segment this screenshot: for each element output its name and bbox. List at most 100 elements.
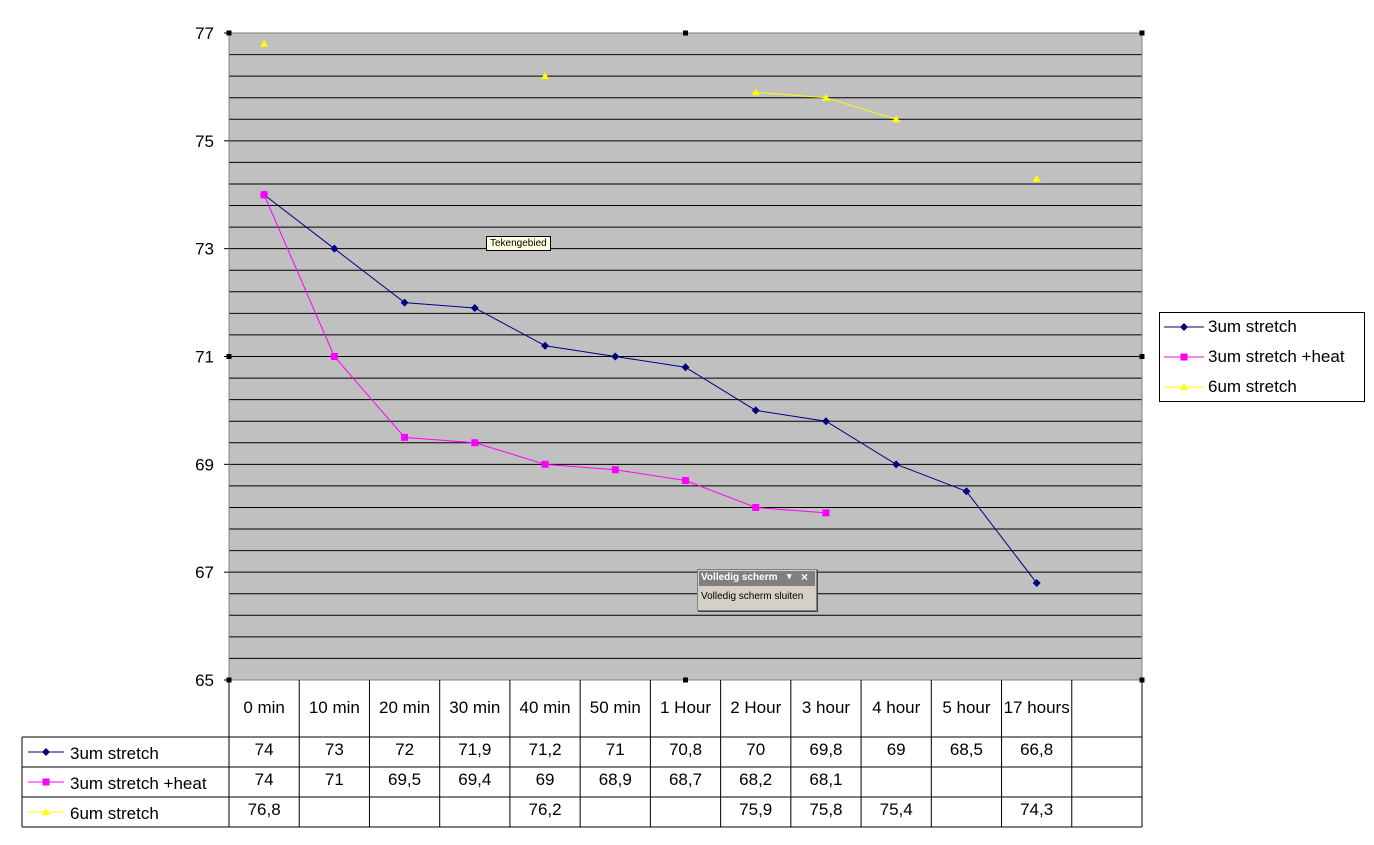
legend[interactable]: 3um stretch 3um stretch +heat 6um stretc… — [1159, 312, 1365, 402]
table-cell-value: 71,9 — [458, 740, 491, 759]
series-segment — [615, 356, 686, 368]
table-key-marker — [42, 778, 50, 786]
data-point — [892, 460, 901, 469]
series-3um-stretch — [260, 190, 1041, 587]
series-segment — [685, 366, 756, 411]
data-point — [400, 298, 409, 307]
table-cell-value: 69,4 — [458, 770, 491, 789]
table-cell-value: 69 — [536, 770, 555, 789]
data-point — [541, 341, 550, 350]
series-segment — [755, 409, 827, 422]
series-segment — [333, 356, 405, 438]
table-key-marker — [42, 748, 50, 756]
series-segment — [615, 469, 686, 482]
series-segment — [545, 463, 616, 471]
series-3um-stretch-heat — [260, 191, 830, 517]
selection-handle — [683, 30, 688, 36]
series-group — [260, 39, 1041, 587]
data-point — [821, 93, 830, 101]
x-category-label: 10 min — [309, 698, 360, 717]
data-point — [330, 244, 339, 253]
close-icon[interactable]: × — [801, 570, 809, 584]
table-cell-value: 68,9 — [599, 770, 632, 789]
table-cell-value: 76,2 — [528, 800, 561, 819]
table-legend-key — [28, 778, 64, 786]
table-key-marker — [42, 808, 50, 815]
data-point — [470, 303, 479, 312]
square-marker-icon — [1164, 353, 1204, 361]
chevron-down-icon[interactable]: ▾ — [787, 571, 792, 581]
data-point — [822, 509, 830, 517]
table-legend-key — [28, 748, 64, 756]
table-cell-value: 74 — [255, 740, 274, 759]
selection-handle — [1139, 354, 1145, 359]
y-tick-label: 71 — [195, 348, 214, 367]
fullscreen-toolbar[interactable]: Volledig scherm ▾ × Volledig scherm slui… — [697, 569, 817, 611]
series-segment — [263, 194, 335, 250]
table-cell-value: 74,3 — [1020, 800, 1053, 819]
legend-item-6um-stretch[interactable]: 6um stretch — [1160, 373, 1364, 401]
series-segment — [896, 463, 967, 492]
table-cell-value: 73 — [325, 740, 344, 759]
table-series-name: 6um stretch — [70, 804, 159, 823]
series-segment — [334, 248, 405, 303]
x-category-label: 30 min — [449, 698, 500, 717]
y-tick-label: 65 — [195, 671, 214, 690]
x-category-label: 17 hours — [1004, 698, 1070, 717]
x-category-label: 5 hour — [942, 698, 991, 717]
close-fullscreen-button[interactable]: Volledig scherm sluiten — [701, 591, 804, 602]
x-category-label: 3 hour — [802, 698, 851, 717]
table-cell-value: 76,8 — [248, 800, 281, 819]
data-point — [401, 433, 409, 441]
legend-label: 3um stretch — [1208, 317, 1297, 336]
triangle-marker-icon — [1164, 383, 1204, 390]
data-point — [752, 503, 760, 511]
y-tick-label: 67 — [195, 563, 214, 582]
series-segment — [404, 436, 475, 444]
x-category-label: 2 Hour — [730, 698, 781, 717]
table-cell-value: 69,5 — [388, 770, 421, 789]
data-point — [471, 439, 479, 447]
plot-area-tooltip: Tekengebied — [486, 236, 551, 251]
series-segment — [825, 97, 897, 120]
table-cell-value: 66,8 — [1020, 740, 1053, 759]
series-segment — [966, 490, 1038, 584]
y-tick-label: 77 — [195, 24, 214, 43]
series-segment — [474, 442, 546, 465]
table-cell-value: 69,8 — [809, 740, 842, 759]
legend-item-3um-stretch[interactable]: 3um stretch — [1160, 313, 1364, 341]
x-category-label: 50 min — [590, 698, 641, 717]
data-point — [541, 72, 550, 80]
table-cell-value: 70,8 — [669, 740, 702, 759]
series-segment — [544, 345, 616, 357]
data-point — [821, 417, 830, 426]
table-cell-value: 69 — [887, 740, 906, 759]
series-6um-stretch — [260, 39, 1041, 182]
series-segment — [263, 194, 335, 357]
table-cell-value: 74 — [255, 770, 274, 789]
x-category-label: 0 min — [243, 698, 285, 717]
data-point — [681, 363, 690, 372]
x-category-label: 4 hour — [872, 698, 921, 717]
y-tick-label: 69 — [195, 455, 214, 474]
table-legend-key — [28, 808, 64, 815]
legend-item-3um-stretch-heat[interactable]: 3um stretch +heat — [1160, 343, 1364, 371]
table-cell-value: 68,7 — [669, 770, 702, 789]
data-point — [751, 88, 760, 96]
diamond-marker-icon — [1164, 323, 1204, 331]
data-point — [330, 353, 338, 360]
table-cell-value: 68,5 — [950, 740, 983, 759]
x-category-label: 40 min — [520, 698, 571, 717]
y-tick-label: 75 — [195, 132, 214, 151]
gridlines — [229, 54, 1142, 659]
x-category-label: 1 Hour — [660, 698, 711, 717]
table-cell-value: 71,2 — [528, 740, 561, 759]
selection-handle — [683, 677, 688, 683]
legend-label: 3um stretch +heat — [1208, 347, 1345, 366]
table-cell-value: 75,8 — [809, 800, 842, 819]
data-point — [751, 406, 760, 415]
fullscreen-toolbar-titlebar[interactable]: Volledig scherm ▾ × — [699, 570, 815, 586]
data-point — [260, 191, 268, 199]
data-point — [682, 477, 689, 485]
